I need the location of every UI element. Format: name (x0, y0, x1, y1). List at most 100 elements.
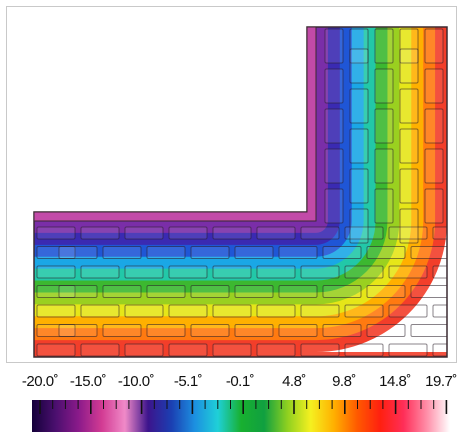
brick (349, 88, 369, 124)
tick-label: -10.0˚ (117, 373, 155, 390)
brick (36, 226, 76, 240)
brick (424, 108, 444, 144)
brick (190, 285, 230, 298)
brick (349, 168, 369, 204)
brick (399, 48, 419, 84)
brick (366, 324, 406, 337)
brick (300, 304, 340, 318)
tick-label: -20.0˚ (21, 373, 59, 390)
temperature-band (447, 7, 456, 362)
brick (58, 285, 98, 298)
brick (102, 324, 142, 337)
brick (212, 226, 252, 240)
tick-label: 19.7˚ (425, 373, 457, 390)
brick (366, 246, 406, 259)
brick (36, 324, 76, 337)
brick (424, 148, 444, 184)
brick (80, 304, 120, 318)
brick (349, 48, 369, 84)
brick (190, 246, 230, 259)
brick (324, 188, 344, 224)
brick (366, 285, 406, 298)
brick (58, 324, 98, 337)
colorbar-gradient (32, 400, 450, 432)
brick (349, 208, 369, 244)
wall-corner-thermal-diagram (33, 7, 456, 362)
brick (124, 304, 164, 318)
brick (256, 226, 296, 240)
brick (388, 265, 428, 279)
brick (58, 246, 98, 259)
brick (146, 324, 186, 337)
brick (168, 304, 208, 318)
tick-label: -15.0˚ (69, 373, 107, 390)
brick (300, 226, 340, 240)
brick (374, 108, 394, 144)
brick (234, 285, 274, 298)
brick-pattern (36, 28, 447, 357)
brick (36, 304, 76, 318)
temperature-band (34, 27, 328, 233)
brick (168, 265, 208, 279)
brick (278, 246, 318, 259)
brick (344, 304, 384, 318)
brick (322, 285, 362, 298)
brick (146, 246, 186, 259)
brick (256, 343, 296, 357)
temperature-band (34, 352, 447, 357)
brick (300, 343, 340, 357)
temperature-color-scale (32, 400, 450, 432)
brick (432, 343, 447, 357)
brick (300, 265, 340, 279)
brick (36, 246, 76, 259)
brick (374, 188, 394, 224)
brick (388, 304, 428, 318)
brick (36, 343, 76, 357)
temperature-scale-labels: -20.0˚ -15.0˚ -10.0˚ -5.1˚ -0.1˚ 4.8˚ 9.… (0, 373, 459, 393)
brick (234, 324, 274, 337)
brick (278, 324, 318, 337)
brick (388, 343, 428, 357)
brick (168, 343, 208, 357)
tick-label: 4.8˚ (282, 373, 306, 390)
colorbar-ticks (39, 400, 448, 414)
tick-label: 14.8˚ (379, 373, 411, 390)
temperature-band (34, 27, 340, 245)
brick (234, 246, 274, 259)
brick (399, 168, 419, 204)
brick (374, 28, 394, 64)
brick (80, 343, 120, 357)
brick (399, 208, 419, 244)
brick (410, 324, 447, 337)
brick (349, 128, 369, 164)
brick (278, 285, 318, 298)
brick (399, 88, 419, 124)
thermal-image-frame (6, 6, 457, 363)
tick-label: -0.1˚ (225, 373, 255, 390)
brick (432, 226, 447, 240)
brick (124, 226, 164, 240)
brick (349, 28, 369, 64)
brick (80, 265, 120, 279)
brick (324, 108, 344, 144)
brick (344, 265, 384, 279)
brick (424, 68, 444, 104)
brick (212, 304, 252, 318)
brick (36, 285, 76, 298)
brick (410, 246, 447, 259)
brick (399, 28, 419, 64)
brick (146, 285, 186, 298)
brick (322, 246, 362, 259)
brick (424, 188, 444, 224)
brick (256, 304, 296, 318)
brick (190, 324, 230, 337)
brick (102, 246, 142, 259)
brick (80, 226, 120, 240)
brick (322, 324, 362, 337)
brick (212, 265, 252, 279)
brick (432, 265, 447, 279)
brick (344, 226, 384, 240)
brick (344, 343, 384, 357)
brick (324, 68, 344, 104)
inner-plaster-layer (33, 26, 317, 222)
